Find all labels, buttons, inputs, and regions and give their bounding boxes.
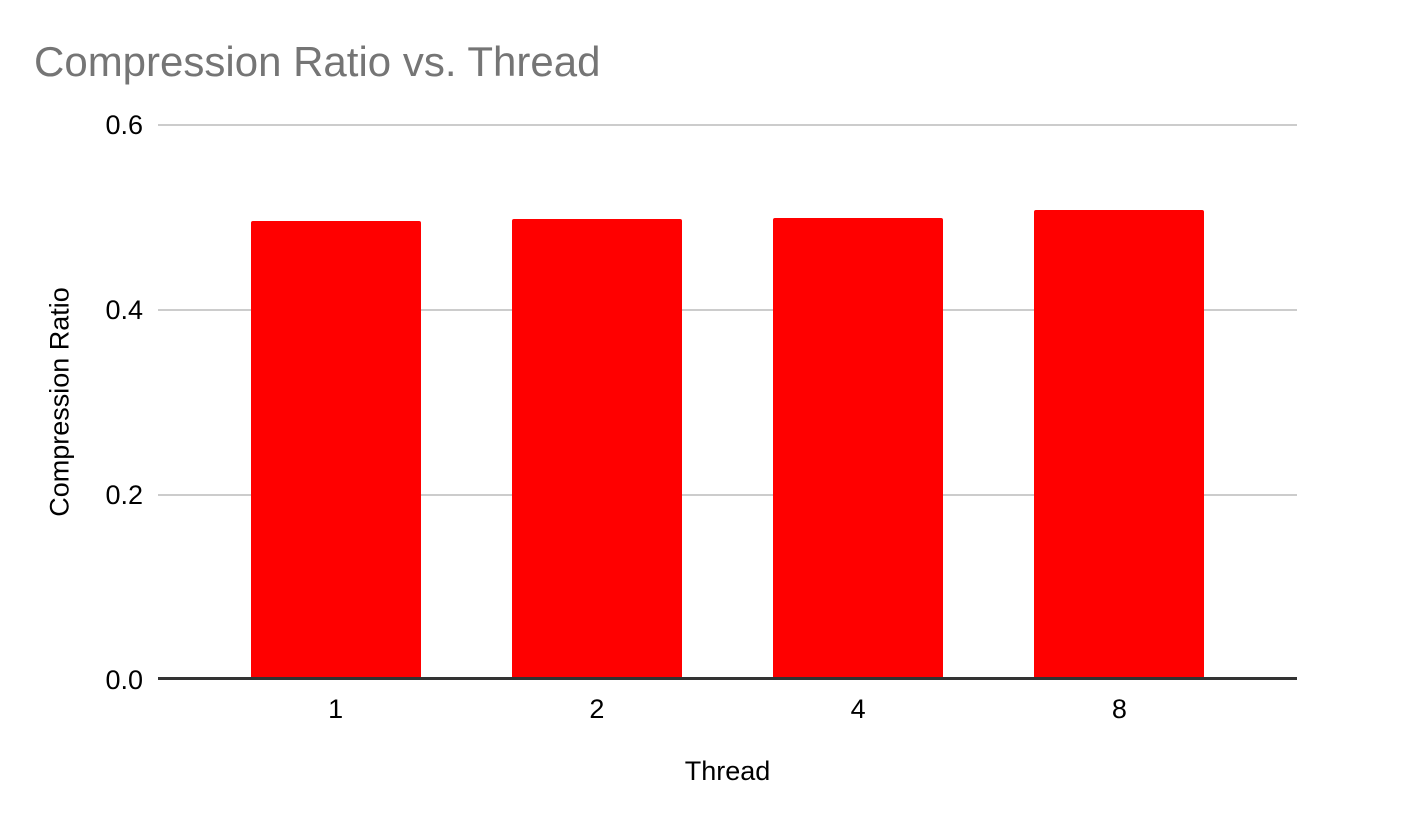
bar-thread-2 — [511, 219, 682, 680]
bar-thread-8 — [1034, 210, 1205, 680]
x-tick-label-8: 8 — [1111, 694, 1127, 724]
bar-thread-4 — [773, 217, 944, 680]
gridline-y-0.2 — [158, 494, 1297, 496]
x-tick-label-1: 1 — [328, 694, 344, 724]
plot-area: 0.0 0.2 0.4 0.6 1 2 4 8 — [105, 110, 1297, 724]
x-axis-title: Thread — [684, 756, 771, 786]
gridline-y-0.4 — [158, 309, 1297, 311]
y-tick-label-0.0: 0.0 — [105, 665, 143, 695]
y-tick-label-0.2: 0.2 — [105, 480, 143, 510]
x-axis-line — [158, 677, 1297, 680]
gridline-y-0.6 — [158, 124, 1297, 126]
y-tick-label-0.6: 0.6 — [105, 110, 143, 140]
y-tick-label-0.4: 0.4 — [105, 295, 143, 325]
x-tick-label-2: 2 — [589, 694, 605, 724]
bar-thread-1 — [250, 221, 421, 680]
chart-title: Compression Ratio vs. Thread — [34, 38, 601, 85]
x-tick-label-4: 4 — [850, 694, 866, 724]
